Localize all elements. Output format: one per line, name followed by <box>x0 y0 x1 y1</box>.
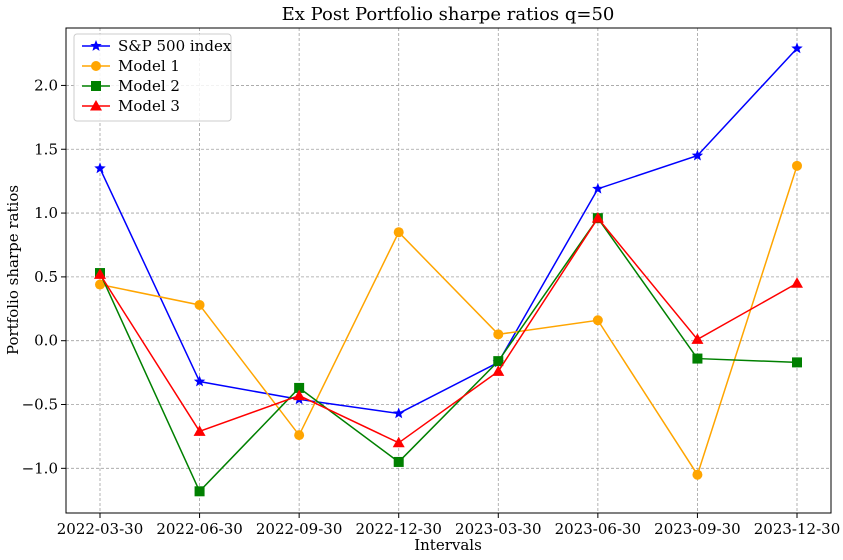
x-tick-label: 2023-12-30 <box>754 520 840 538</box>
legend-marker <box>91 81 101 91</box>
y-tick-label: −0.5 <box>22 396 58 414</box>
data-point <box>692 469 703 480</box>
data-point <box>393 407 405 419</box>
data-point <box>792 160 802 171</box>
x-tick-label: 2023-09-30 <box>654 520 740 538</box>
legend-box <box>73 33 232 122</box>
axes: 2022-03-30 2022-06-30 2022-09-30 2022-12-30… <box>22 27 840 538</box>
data-point <box>791 42 803 54</box>
legend: S&P 500 index Model 1 Model 2 Model 3 <box>73 33 232 122</box>
data-point <box>791 277 803 288</box>
legend-marker <box>90 100 102 111</box>
y-tick-label: 1.0 <box>34 204 58 222</box>
data-point <box>193 375 206 387</box>
data-point <box>792 357 802 368</box>
data-point <box>294 382 305 393</box>
y-tick-label: 2.0 <box>34 76 58 94</box>
legend-label: S&P 500 index <box>118 37 232 55</box>
data-point <box>592 182 604 194</box>
series-line <box>99 165 798 477</box>
data-point <box>492 365 505 376</box>
data-point <box>493 329 504 340</box>
data-point <box>194 299 205 310</box>
data-point <box>691 333 704 344</box>
legend-label: Model 2 <box>118 77 180 95</box>
data-point <box>692 353 703 364</box>
legend-label: Model 1 <box>118 57 180 75</box>
data-point <box>393 227 404 238</box>
legend-marker <box>90 40 102 51</box>
x-tick-label: 2022-12-30 <box>355 520 441 538</box>
data-point <box>194 486 205 497</box>
data-point <box>591 212 604 223</box>
chart-title: Ex Post Portfolio sharpe ratios q=50 <box>282 4 615 25</box>
legend-item: Model 1 <box>82 57 180 75</box>
data-point <box>592 315 603 326</box>
x-tick-label: 2023-06-30 <box>555 520 641 538</box>
legend-item: S&P 500 index <box>82 37 232 55</box>
y-tick-label: 0.5 <box>34 268 58 286</box>
data-point <box>94 162 106 174</box>
plot-frame <box>65 27 832 514</box>
data-point <box>493 356 504 367</box>
series-model-2 <box>95 213 802 497</box>
series-line <box>99 47 798 415</box>
series-model-3 <box>94 212 803 448</box>
data-point <box>294 430 305 441</box>
legend-item: Model 2 <box>82 77 180 95</box>
legend-item: Model 3 <box>82 97 180 115</box>
series-line <box>99 216 798 493</box>
series-lines <box>94 42 803 497</box>
legend-label: Model 3 <box>118 97 180 115</box>
x-tick-label: 2022-03-30 <box>57 520 143 538</box>
data-point <box>95 279 105 290</box>
data-point <box>691 149 704 161</box>
legend-marker <box>91 61 101 71</box>
y-tick-label: 0.0 <box>34 332 58 350</box>
series-model-1 <box>95 160 802 480</box>
y-tick-label: 1.5 <box>34 140 58 158</box>
y-tick-label: −1.0 <box>22 459 58 477</box>
data-point <box>94 268 106 279</box>
x-tick-label: 2022-06-30 <box>156 520 242 538</box>
series-line <box>99 216 798 444</box>
data-point <box>392 436 405 448</box>
data-point <box>293 389 306 401</box>
data-point <box>193 425 206 436</box>
x-tick-label: 2022-09-30 <box>256 520 342 538</box>
x-tick-label: 2023-03-30 <box>455 520 541 538</box>
x-axis-label: Intervals <box>414 536 482 554</box>
y-axis-label: Portfolio sharpe ratios <box>4 185 22 355</box>
data-point <box>393 456 404 467</box>
